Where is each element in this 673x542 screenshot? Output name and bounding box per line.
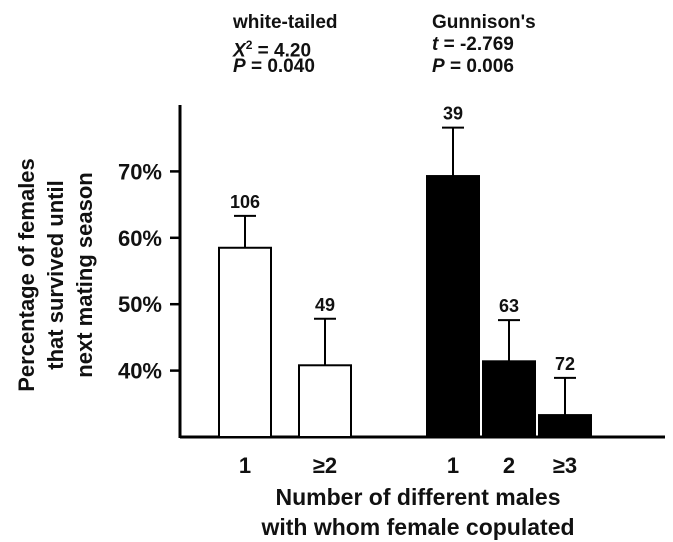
x-tick-label-1-0: 1 <box>447 453 459 478</box>
bar-1-0 <box>426 175 480 438</box>
bar-0-1 <box>298 364 352 438</box>
bar-1-2 <box>538 414 592 439</box>
bar-1-1 <box>482 360 536 438</box>
stat-block-white-tailed: white-tailed X2 = 4.20 P = 0.040 <box>233 12 338 78</box>
sample-size-label-0-1: 49 <box>315 295 335 315</box>
x-tick-label-1-2: ≥3 <box>553 453 577 478</box>
group-title-gunnisons: Gunnison's <box>432 12 536 33</box>
y-axis-title-line-1: Percentage of females <box>14 158 39 392</box>
sample-size-label-0-0: 106 <box>230 192 260 212</box>
bar-0-0 <box>218 246 272 438</box>
stat-block-gunnisons: Gunnison's t = -2.769 P = 0.006 <box>432 12 536 78</box>
y-tick-label-50: 50% <box>118 292 162 317</box>
test-statistic-gunnisons: t = -2.769 <box>432 34 514 55</box>
x-tick-label-0-0: 1 <box>239 453 251 478</box>
sample-size-label-1-1: 63 <box>499 296 519 316</box>
y-axis-title-line-3: next mating season <box>72 172 97 377</box>
y-tick-label-70: 70% <box>118 159 162 184</box>
test-statistic-white-tailed: X2 = 4.20 <box>233 38 312 62</box>
y-tick-label-40: 40% <box>118 359 162 384</box>
x-tick-label-1-1: 2 <box>503 453 515 478</box>
y-tick-label-60: 60% <box>118 226 162 251</box>
sample-size-label-1-0: 39 <box>443 104 463 124</box>
x-tick-label-0-1: ≥2 <box>313 453 337 478</box>
x-axis-title-line-2: with whom female copulated <box>260 514 574 540</box>
group-title-white-tailed: white-tailed <box>233 12 338 33</box>
y-axis-title-line-2: that survived until <box>43 180 68 369</box>
p-value-gunnisons: P = 0.006 <box>432 56 514 77</box>
sample-size-label-1-2: 72 <box>555 354 575 374</box>
p-value-white-tailed: P = 0.040 <box>233 56 315 77</box>
x-axis-title-line-1: Number of different males <box>276 484 561 510</box>
